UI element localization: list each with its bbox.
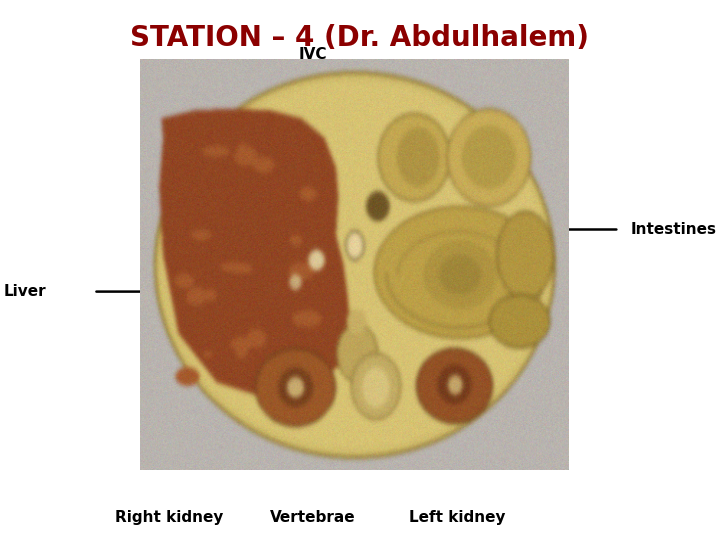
Text: IVC: IVC	[299, 47, 328, 62]
Text: Intestines: Intestines	[631, 222, 716, 237]
Text: Vertebrae: Vertebrae	[271, 510, 356, 525]
Text: Left kidney: Left kidney	[409, 510, 505, 525]
Text: Liver: Liver	[4, 284, 46, 299]
Text: STATION – 4 (Dr. Abdulhalem): STATION – 4 (Dr. Abdulhalem)	[130, 24, 590, 52]
Text: Right kidney: Right kidney	[115, 510, 223, 525]
